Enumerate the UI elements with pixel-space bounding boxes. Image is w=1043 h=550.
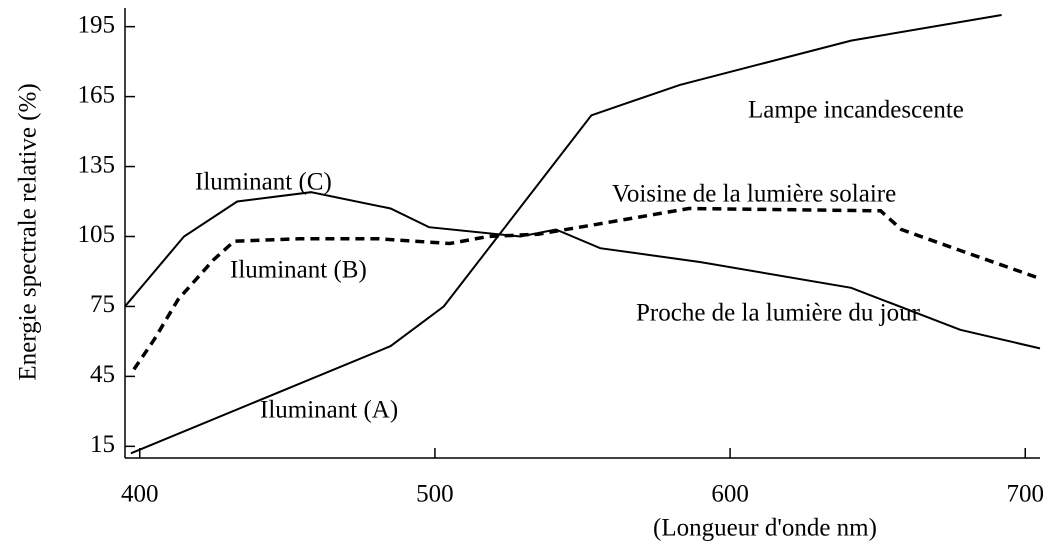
series-line — [130, 14, 1002, 455]
y-tick-label: 105 — [78, 221, 116, 248]
y-tick-label: 75 — [90, 291, 115, 318]
series-label: Iluminant (A) — [260, 397, 398, 424]
x-axis-label: (Longueur d'onde nm) — [653, 515, 877, 542]
x-tick-label: 600 — [711, 481, 749, 508]
annotation: Proche de la lumière du jour — [636, 300, 921, 327]
annotation: Lampe incandescente — [748, 97, 964, 124]
y-tick-label: 165 — [78, 81, 116, 108]
series-label: Iluminant (B) — [230, 257, 367, 284]
y-tick-label: 15 — [90, 431, 115, 458]
y-tick-label: 135 — [78, 151, 116, 178]
y-tick-label: 195 — [78, 11, 116, 38]
x-tick-label: 500 — [416, 481, 454, 508]
series-line — [132, 206, 1041, 371]
y-axis-label: Energie spectrale relative (%) — [15, 83, 42, 380]
x-tick-label: 700 — [1006, 481, 1043, 508]
series-line — [124, 191, 1041, 350]
annotation: Voisine de la lumière solaire — [612, 181, 896, 208]
x-tick-label: 400 — [121, 481, 159, 508]
y-tick-label: 45 — [90, 361, 115, 388]
series-label: Iluminant (C) — [195, 169, 332, 196]
